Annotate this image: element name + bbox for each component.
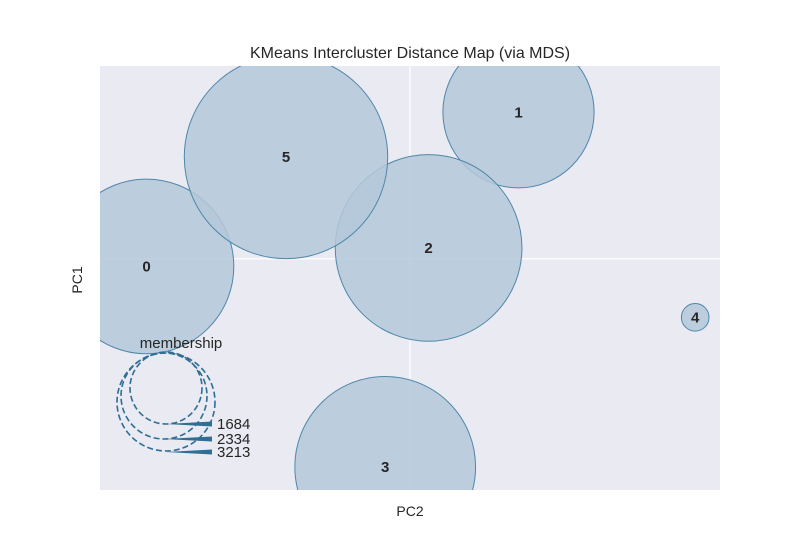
legend-pointer-1684 — [166, 421, 212, 427]
cluster-bubble-1 — [442, 66, 595, 189]
cluster-label-2: 2 — [424, 240, 432, 257]
legend-pointer-3213 — [166, 449, 212, 455]
legend-size-label: 2334 — [217, 431, 250, 448]
cluster-label-1: 1 — [514, 104, 522, 121]
cluster-bubbles — [100, 66, 710, 490]
cluster-bubble-2 — [334, 154, 523, 342]
legend-size-label: 3213 — [217, 444, 250, 461]
cluster-bubble-3 — [294, 376, 477, 490]
cluster-label-5: 5 — [282, 149, 290, 166]
cluster-label-0: 0 — [142, 258, 150, 275]
legend-circle-3213 — [116, 352, 216, 452]
chart-title: KMeans Intercluster Distance Map (via MD… — [250, 45, 570, 62]
cluster-label-3: 3 — [381, 459, 389, 476]
cluster-label-4: 4 — [691, 309, 700, 326]
cluster-bubble-5 — [183, 66, 389, 260]
legend-title: membership — [140, 335, 223, 352]
x-axis-label: PC2 — [396, 503, 423, 519]
y-axis-label: PC1 — [69, 266, 85, 293]
cluster-bubble-0 — [100, 178, 235, 355]
legend-size-label: 1684 — [217, 416, 250, 433]
cluster-bubble-4 — [680, 303, 710, 332]
cluster-labels: 0 1 2 3 4 5 — [142, 104, 700, 476]
